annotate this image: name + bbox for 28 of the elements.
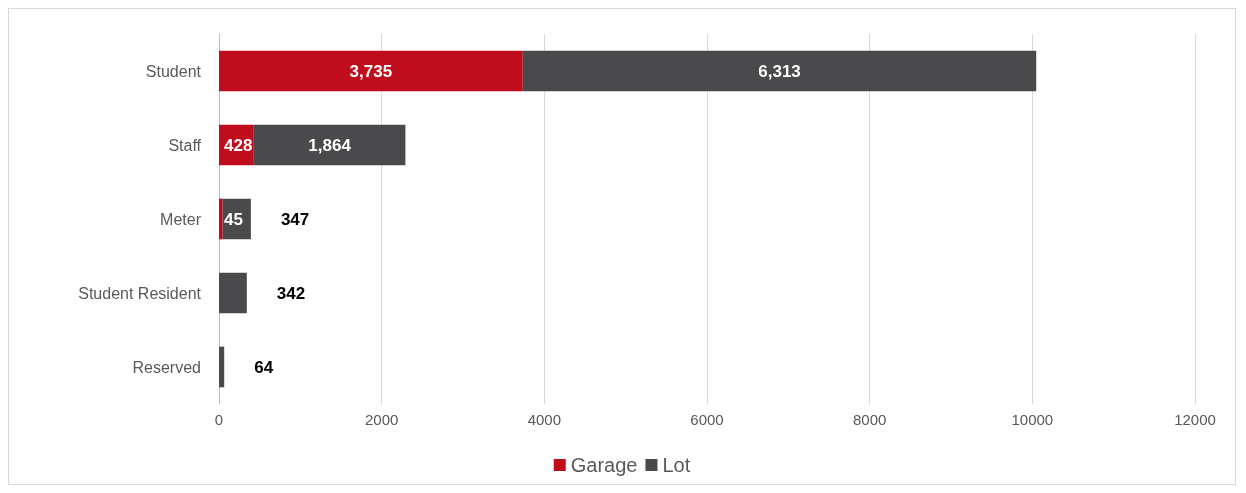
bar — [219, 198, 223, 240]
x-tick-label: 6000 — [690, 411, 724, 428]
x-tick-label: 2000 — [364, 411, 399, 428]
legend-label: Garage — [570, 454, 638, 476]
data-label: 3,735 — [349, 61, 393, 81]
bar — [253, 124, 406, 166]
y-tick-label: Staff — [168, 136, 202, 154]
data-label: 428 — [224, 135, 253, 155]
x-tick-label: 0 — [214, 411, 224, 428]
bar — [219, 346, 225, 388]
data-label: 347 — [280, 209, 310, 229]
bar — [522, 50, 1037, 92]
y-tick-label: Reserved — [132, 358, 201, 376]
x-tick-label: 4000 — [527, 411, 562, 428]
x-tick-label: 10000 — [1011, 411, 1054, 428]
data-label: 64 — [254, 357, 274, 377]
y-tick-label: Meter — [160, 210, 202, 228]
bar — [219, 50, 523, 92]
data-label: 1,864 — [308, 135, 352, 155]
data-label: 45 — [224, 209, 243, 229]
x-tick-label: 8000 — [852, 411, 887, 428]
y-tick-label: Student — [145, 62, 202, 80]
y-tick-label: Student Resident — [78, 284, 202, 302]
bar — [219, 272, 247, 314]
data-label: 342 — [276, 283, 306, 303]
legend-label: Lot — [662, 454, 691, 476]
data-label: 6,313 — [758, 61, 801, 81]
x-tick-label: 12000 — [1174, 411, 1216, 428]
